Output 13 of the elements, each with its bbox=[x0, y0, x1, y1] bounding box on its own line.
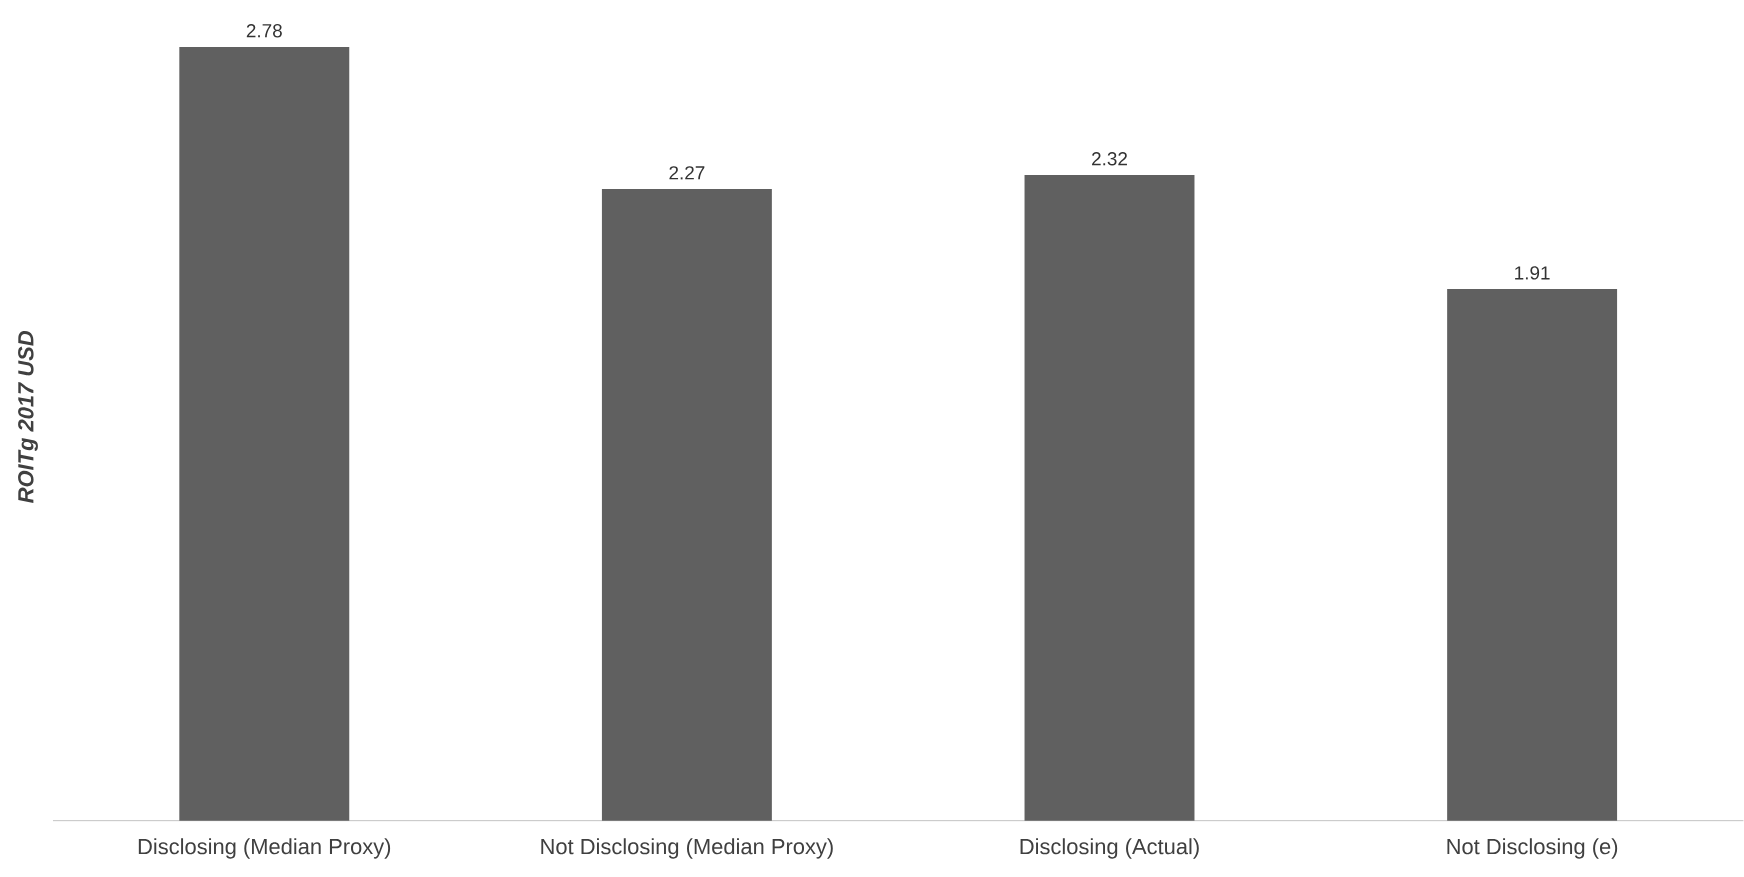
data-label: 2.27 bbox=[669, 166, 705, 180]
x-tick-label: Disclosing (Actual) bbox=[1020, 838, 1199, 859]
data-label: 1.91 bbox=[1515, 266, 1550, 280]
data-label: 2.78 bbox=[246, 24, 282, 38]
data-label: 2.32 bbox=[1092, 152, 1127, 166]
bar bbox=[601, 189, 772, 821]
x-tick-label: Disclosing (Median Proxy) bbox=[138, 838, 391, 859]
x-tick-label: Not Disclosing (e) bbox=[1447, 838, 1618, 859]
x-tick-label: Not Disclosing (Median Proxy) bbox=[541, 838, 833, 859]
y-axis-title: ROITg 2017 USD bbox=[18, 331, 38, 504]
bar bbox=[1024, 175, 1195, 821]
bar bbox=[1447, 289, 1618, 821]
bar bbox=[179, 47, 350, 821]
